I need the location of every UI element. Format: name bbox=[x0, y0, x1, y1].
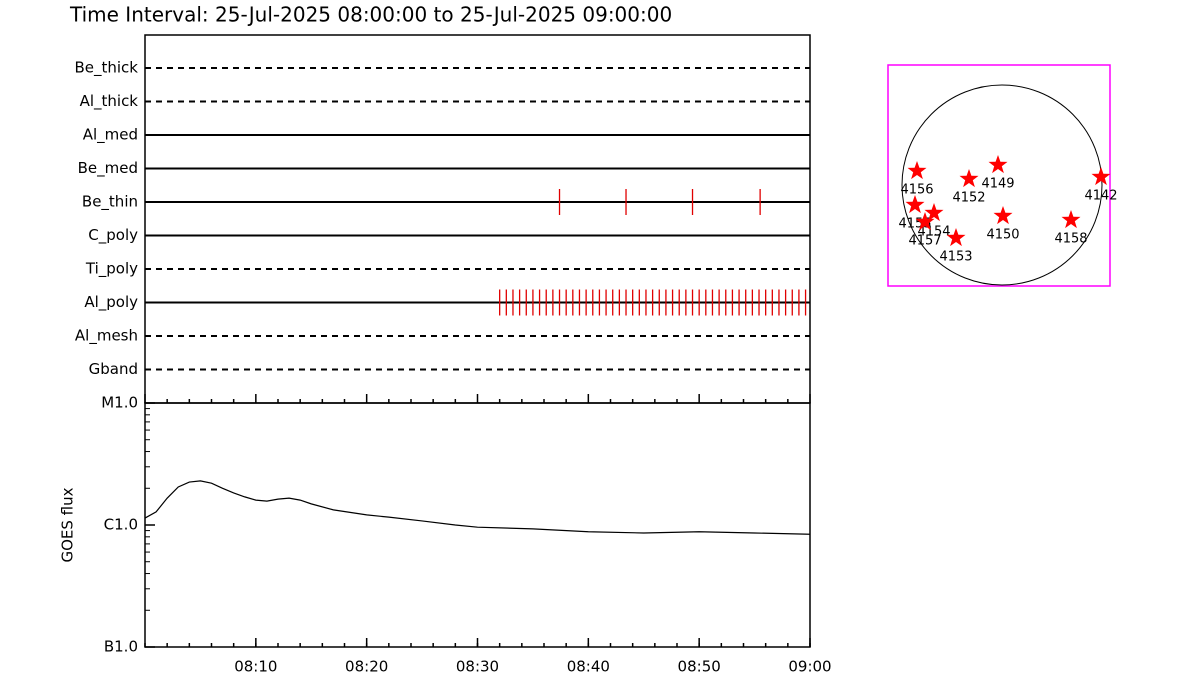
region-label: 4142 bbox=[1084, 189, 1117, 204]
region-star bbox=[1061, 210, 1081, 229]
region-label: 4153 bbox=[939, 250, 972, 265]
region-star bbox=[988, 155, 1008, 174]
y-tick-label: C1.0 bbox=[104, 516, 138, 534]
timeline-frame bbox=[144, 34, 811, 404]
x-tick-label: 09:00 bbox=[788, 658, 831, 676]
region-star bbox=[946, 228, 966, 247]
y-tick-label: B1.0 bbox=[104, 638, 138, 656]
filter-label: Be_med bbox=[78, 159, 138, 178]
flux-line bbox=[144, 480, 811, 535]
region-star bbox=[1091, 167, 1111, 186]
filter-label: Al_med bbox=[83, 126, 138, 145]
x-tick-label: 08:20 bbox=[345, 658, 388, 676]
region-star bbox=[905, 195, 925, 214]
region-label: 4150 bbox=[986, 228, 1019, 243]
solar-limb bbox=[901, 84, 1103, 286]
goes-frame bbox=[144, 402, 811, 648]
y-tick-label: M1.0 bbox=[101, 394, 138, 412]
region-label: 4158 bbox=[1054, 232, 1087, 247]
region-star bbox=[924, 203, 944, 222]
region-star bbox=[993, 206, 1013, 225]
region-star bbox=[915, 212, 935, 231]
y-axis-label: GOES flux bbox=[59, 487, 77, 562]
region-label: 4156 bbox=[900, 183, 933, 198]
x-tick-label: 08:50 bbox=[678, 658, 721, 676]
filter-label: Ti_poly bbox=[85, 260, 138, 279]
region-label: 4152 bbox=[952, 191, 985, 206]
filter-label: Al_poly bbox=[84, 293, 138, 312]
filter-label: Al_thick bbox=[80, 92, 139, 111]
region-star bbox=[907, 161, 927, 180]
chart-title: Time Interval: 25-Jul-2025 08:00:00 to 2… bbox=[69, 3, 672, 27]
filter-label: Be_thick bbox=[74, 59, 138, 78]
region-label: 4154 bbox=[917, 225, 950, 240]
filter-label: Be_thin bbox=[82, 193, 138, 212]
region-star bbox=[959, 169, 979, 188]
x-tick-label: 08:40 bbox=[567, 658, 610, 676]
filter-label: C_poly bbox=[88, 226, 138, 245]
map-frame bbox=[887, 64, 1111, 287]
region-label: 4157 bbox=[908, 234, 941, 249]
filter-label: Gband bbox=[89, 360, 138, 378]
region-label: 4149 bbox=[981, 177, 1014, 192]
x-tick-label: 08:10 bbox=[234, 658, 277, 676]
x-tick-label: 08:30 bbox=[456, 658, 499, 676]
filter-label: Al_mesh bbox=[75, 327, 138, 346]
